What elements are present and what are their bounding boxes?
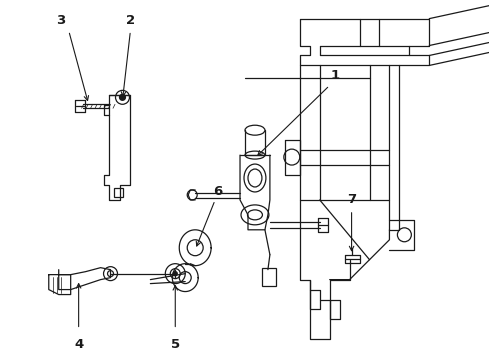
- Circle shape: [120, 94, 125, 100]
- Text: 5: 5: [171, 338, 180, 351]
- Text: 7: 7: [347, 193, 356, 206]
- Text: 6: 6: [214, 185, 223, 198]
- Text: 1: 1: [330, 69, 339, 82]
- Bar: [262, 268, 276, 285]
- Text: 2: 2: [126, 14, 135, 27]
- Text: 3: 3: [56, 14, 65, 27]
- Bar: [114, 188, 123, 197]
- Text: 4: 4: [74, 338, 83, 351]
- Circle shape: [173, 272, 177, 276]
